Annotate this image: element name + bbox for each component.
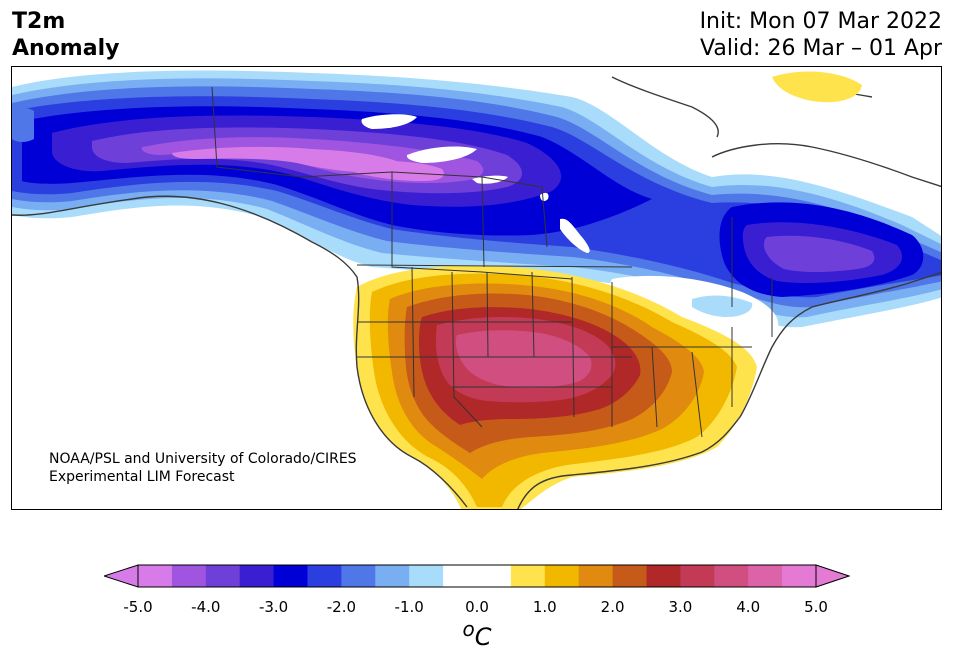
colorbar-tick-label: 5.0	[804, 598, 828, 616]
lakes	[361, 114, 590, 253]
credit-line-2: Experimental LIM Forecast	[49, 469, 235, 485]
title-line-1: T2m	[12, 9, 66, 34]
init-date: Init: Mon 07 Mar 2022	[699, 9, 942, 34]
colorbar-segment	[510, 565, 546, 587]
colorbar-segment	[782, 565, 817, 587]
colorbar-segment	[443, 565, 478, 587]
greenland-warm-patch	[772, 71, 862, 103]
colorbar-segment	[578, 565, 614, 587]
colorbar-segment	[680, 565, 715, 587]
colorbar-segment	[646, 565, 681, 587]
cold-anomaly-region	[12, 70, 941, 328]
colorbar-tick-label: -3.0	[258, 598, 289, 616]
colorbar-segment	[273, 565, 308, 587]
colorbar-outline	[137, 564, 817, 588]
colorbar-tick-label: 2.0	[600, 598, 625, 616]
colorbar-segment	[171, 565, 207, 587]
colorbar-segment	[612, 565, 647, 587]
credit-line-1: NOAA/PSL and University of Colorado/CIRE…	[49, 451, 357, 467]
anomaly-map	[12, 67, 941, 509]
colorbar-low-arrow	[104, 564, 139, 588]
colorbar-tick-label: -5.0	[123, 598, 153, 616]
unit-superscript: o	[462, 617, 475, 641]
coastlines	[12, 76, 941, 509]
state-boundaries	[211, 86, 773, 438]
colorbar-ticks: -5.0 -4.0 -3.0 -2.0 -1.0 0.0 1.0 2.0 3.0 4.0 5.0	[0, 598, 953, 618]
colorbar-tick-label: 0.0	[465, 598, 489, 616]
colorbar-segment	[409, 565, 444, 587]
colorbar-segment	[138, 565, 173, 587]
colorbar-tick-label: 3.0	[668, 598, 693, 616]
valid-date: Valid: 26 Mar – 01 Apr	[700, 36, 942, 61]
colorbar-segment	[477, 565, 512, 587]
unit-letter: C	[474, 623, 492, 651]
colorbar-segment	[205, 565, 241, 587]
title-line-2: Anomaly	[12, 36, 120, 61]
forecast-dates: Init: Mon 07 Mar 2022 Valid: 26 Mar – 01…	[700, 8, 942, 62]
colorbar-segment	[239, 565, 275, 587]
warm-anomaly-region	[353, 265, 757, 509]
colorbar-unit: oC	[462, 617, 491, 651]
data-credit: NOAA/PSL and University of Colorado/CIRE…	[49, 450, 357, 486]
colorbar-tick-label: -1.0	[394, 598, 424, 616]
colorbar	[104, 564, 850, 588]
colorbar-segment	[307, 565, 342, 587]
map-title: T2m Anomaly	[12, 8, 119, 62]
colorbar-segment	[375, 565, 410, 587]
colorbar-tick-label: -4.0	[191, 598, 221, 616]
colorbar-tick-label: 1.0	[532, 598, 557, 616]
colorbar-high-arrow	[815, 564, 850, 588]
colorbar-segment	[341, 565, 376, 587]
map-panel	[11, 66, 942, 510]
colorbar-tick-label: -2.0	[326, 598, 357, 616]
colorbar-segment	[544, 565, 580, 587]
colorbar-tick-label: 4.0	[736, 598, 761, 616]
colorbar-segment	[714, 565, 749, 587]
colorbar-segment	[748, 565, 783, 587]
colorbar-segments	[138, 565, 817, 587]
